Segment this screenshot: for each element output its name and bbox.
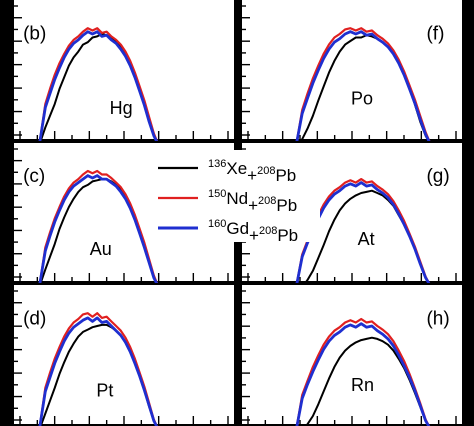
panel-background bbox=[12, 285, 234, 426]
legend-entry: 136Xe+208Pb bbox=[158, 158, 296, 185]
legend-entry: 160Gd+208Pb bbox=[158, 218, 298, 245]
legend-label: 160Gd+208Pb bbox=[208, 218, 298, 245]
legend-label: 150Nd+208Pb bbox=[208, 188, 297, 215]
panel-pt: (d) Pt bbox=[12, 285, 234, 426]
element-label: Rn bbox=[351, 375, 374, 395]
element-label: At bbox=[358, 229, 375, 249]
legend-entry: 150Nd+208Pb bbox=[158, 188, 297, 215]
panel-background bbox=[240, 0, 462, 141]
panels: (b) Hg (f) Po (c) Au (g) At (d) Pt (h) Rn bbox=[12, 0, 462, 426]
panel-label: (f) bbox=[426, 23, 444, 44]
panel-label: (h) bbox=[426, 308, 449, 329]
element-label: Au bbox=[90, 239, 112, 259]
panel-po: (f) Po bbox=[240, 0, 462, 141]
panel-label: (b) bbox=[23, 23, 46, 44]
element-label: Po bbox=[351, 88, 373, 108]
series-line-1 bbox=[295, 317, 431, 426]
panel-label: (d) bbox=[23, 308, 46, 329]
panel-hg: (b) Hg bbox=[12, 0, 234, 141]
series-line-2 bbox=[295, 322, 431, 426]
series-line-2 bbox=[38, 30, 159, 141]
legend-label: 136Xe+208Pb bbox=[208, 158, 296, 185]
panel-label: (g) bbox=[426, 166, 449, 187]
series-line-2 bbox=[38, 316, 159, 426]
panel-rn: (h) Rn bbox=[240, 285, 462, 426]
series-line-2 bbox=[295, 30, 431, 141]
series-line-2 bbox=[38, 174, 159, 283]
element-label: Pt bbox=[96, 380, 113, 400]
panel-label: (c) bbox=[23, 166, 45, 187]
panel-background bbox=[240, 285, 462, 426]
series-line-1 bbox=[38, 27, 159, 141]
legend: 136Xe+208Pb 150Nd+208Pb 160Gd+208Pb bbox=[152, 150, 320, 245]
series-line-1 bbox=[38, 169, 159, 283]
element-label: Hg bbox=[110, 98, 133, 118]
panel-background bbox=[12, 0, 234, 141]
